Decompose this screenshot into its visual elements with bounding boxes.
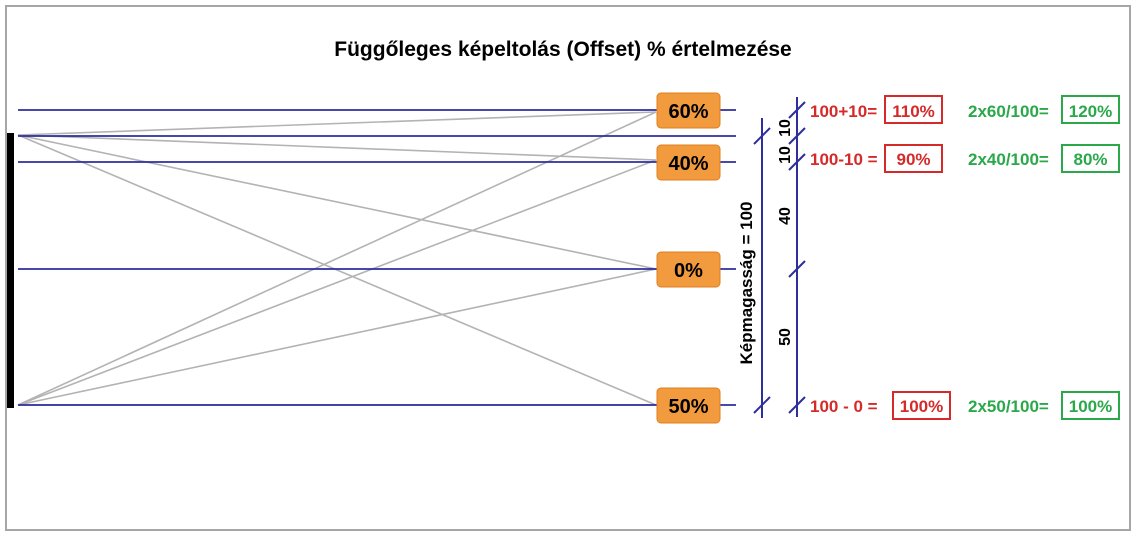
calc2-result-50: 100% [1069, 397, 1112, 416]
badge-50: 50% [656, 387, 721, 424]
diagram-border [5, 5, 1131, 531]
image-height-label: Képmagasság = 100 [737, 201, 756, 364]
calc-result-50: 100% [900, 397, 943, 416]
screen-bar [7, 133, 14, 408]
calc2-result-40: 80% [1073, 150, 1107, 169]
calc2-result-box-50 [1061, 391, 1120, 420]
calc2-result-60: 120% [1069, 102, 1112, 121]
ray-top-60 [17, 111, 657, 136]
calc-expr-50: 100 - 0 = [810, 397, 878, 416]
badge-0: 0% [656, 251, 721, 288]
badge-40: 40% [656, 144, 721, 181]
calc-result-40: 90% [896, 150, 930, 169]
calc-row-50: 100 - 0 = 100% 2x50/100= 100% [810, 391, 1120, 420]
calc-result-box-60 [884, 95, 943, 124]
calc2-expr-50: 2x50/100= [968, 397, 1049, 416]
segment-40: 40 [777, 207, 794, 225]
calc-expr-60: 100+10= [810, 102, 877, 121]
calc-result-box-50 [892, 391, 951, 420]
badge-0-label: 0% [674, 260, 703, 282]
ray-bottom-0 [17, 268, 657, 406]
calc2-expr-40: 2x40/100= [968, 150, 1049, 169]
ray-bottom-40 [17, 159, 657, 406]
segment-dimension [788, 97, 806, 417]
calc-expr-40: 100-10 = [810, 150, 878, 169]
calc2-result-box-60 [1061, 95, 1120, 124]
badge-60-label: 60% [668, 101, 708, 123]
segment-10-bottom: 10 [777, 146, 794, 164]
image-height-dimension [753, 118, 771, 418]
badge-50-label: 50% [668, 396, 708, 418]
projection-rays [17, 111, 657, 406]
ray-top-0 [17, 134, 657, 270]
guide-lines [18, 109, 736, 406]
segment-50: 50 [777, 328, 794, 346]
ray-bottom-60 [17, 111, 657, 406]
diagram-title: Függőleges képeltolás (Offset) % értelme… [334, 38, 791, 61]
segment-10-top: 10 [777, 119, 794, 137]
calc-result-60: 110% [892, 102, 935, 121]
calc2-result-box-40 [1061, 144, 1120, 173]
calc-result-box-40 [884, 144, 943, 173]
calc-row-60: 100+10= 110% 2x60/100= 120% [810, 95, 1120, 124]
badge-60: 60% [656, 92, 721, 129]
ray-top-50 [17, 134, 657, 406]
ray-top-40 [17, 134, 657, 161]
badge-40-label: 40% [668, 153, 708, 175]
calc2-expr-60: 2x60/100= [968, 102, 1049, 121]
calc-row-40: 100-10 = 90% 2x40/100= 80% [810, 144, 1120, 173]
